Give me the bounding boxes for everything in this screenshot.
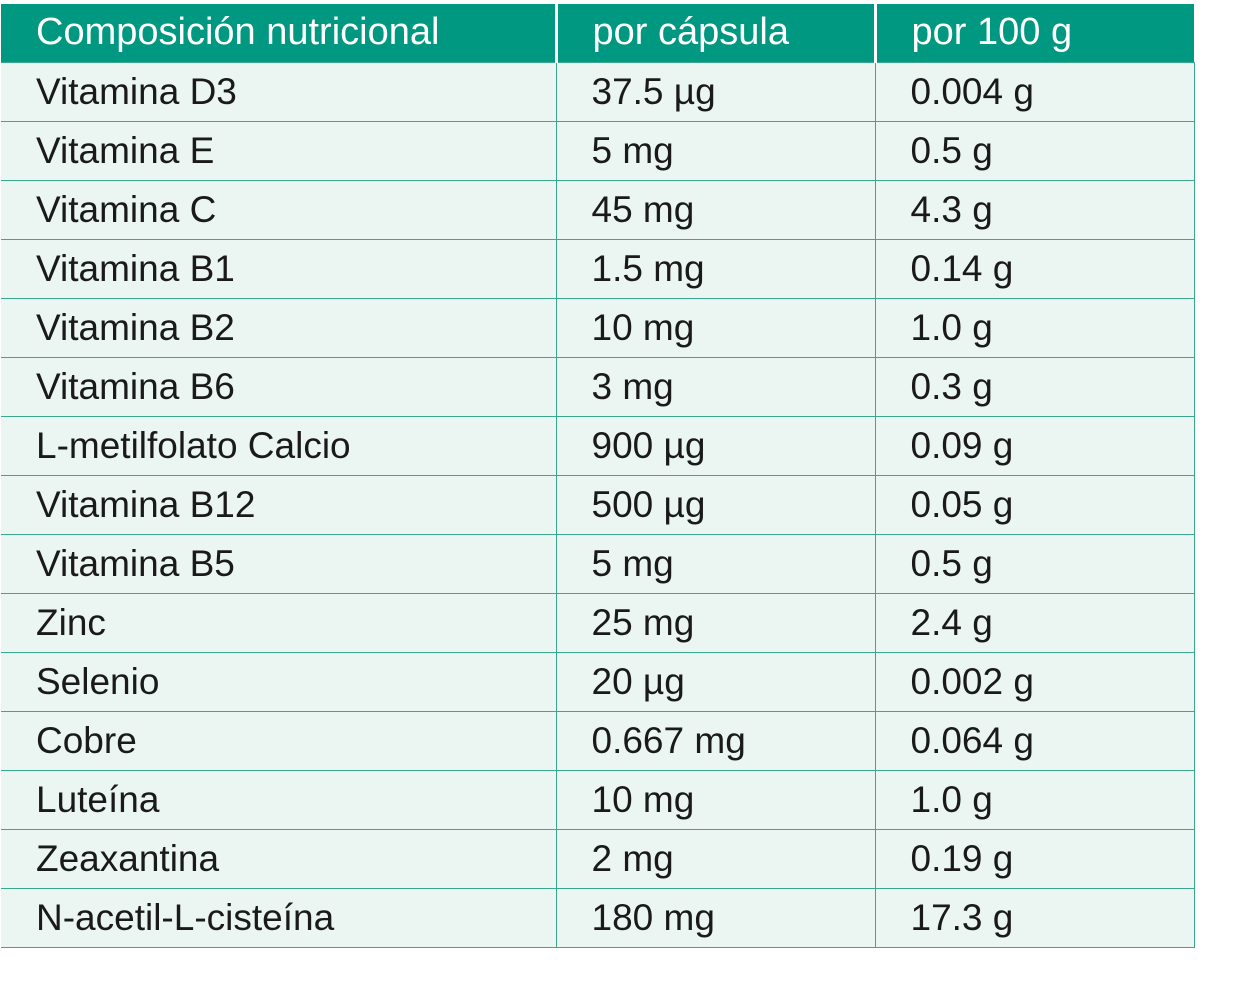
per-capsule-cell: 1.5 mg xyxy=(555,238,876,299)
header-row: Composición nutricional por cápsula por … xyxy=(1,4,1194,62)
nutrient-cell: N-acetil-L-cisteína xyxy=(1,887,557,948)
per-100g-cell: 0.19 g xyxy=(874,828,1195,889)
table-row: Vitamina B12 500 µg 0.05 g xyxy=(1,474,1195,535)
nutrient-cell: Cobre xyxy=(1,710,557,771)
per-100g-cell: 0.064 g xyxy=(874,710,1195,771)
per-capsule-cell: 37.5 µg xyxy=(555,61,876,122)
per-capsule-cell: 2 mg xyxy=(555,828,876,889)
per-100g-cell: 0.3 g xyxy=(874,356,1195,417)
per-100g-cell: 0.5 g xyxy=(874,120,1195,181)
per-100g-cell: 1.0 g xyxy=(874,297,1195,358)
nutrient-cell: Vitamina B12 xyxy=(1,474,557,535)
per-capsule-cell: 0.667 mg xyxy=(555,710,876,771)
nutrient-cell: Vitamina C xyxy=(1,179,557,240)
table-header: Composición nutricional por cápsula por … xyxy=(1,4,1194,62)
nutrient-cell: Zeaxantina xyxy=(1,828,557,889)
nutrient-cell: L-metilfolato Calcio xyxy=(1,415,557,476)
per-capsule-cell: 5 mg xyxy=(555,533,876,594)
table-row: Zeaxantina 2 mg 0.19 g xyxy=(1,828,1195,889)
nutrient-cell: Selenio xyxy=(1,651,557,712)
table-row: Zinc 25 mg 2.4 g xyxy=(1,592,1195,653)
table-row: Vitamina B2 10 mg 1.0 g xyxy=(1,297,1195,358)
header-por-capsula: por cápsula xyxy=(556,4,877,62)
per-100g-cell: 0.14 g xyxy=(874,238,1195,299)
per-capsule-cell: 45 mg xyxy=(555,179,876,240)
per-capsule-cell: 10 mg xyxy=(555,769,876,830)
per-100g-cell: 17.3 g xyxy=(874,887,1195,948)
per-capsule-cell: 20 µg xyxy=(555,651,876,712)
per-capsule-cell: 3 mg xyxy=(555,356,876,417)
per-100g-cell: 0.09 g xyxy=(874,415,1195,476)
per-100g-cell: 1.0 g xyxy=(874,769,1195,830)
per-capsule-cell: 180 mg xyxy=(555,887,876,948)
per-100g-cell: 0.002 g xyxy=(874,651,1195,712)
header-composicion: Composición nutricional xyxy=(1,4,558,62)
nutrient-cell: Vitamina B5 xyxy=(1,533,557,594)
table-row: Vitamina C 45 mg 4.3 g xyxy=(1,179,1195,240)
table-row: N-acetil-L-cisteína 180 mg 17.3 g xyxy=(1,887,1195,948)
per-capsule-cell: 5 mg xyxy=(555,120,876,181)
nutrient-cell: Vitamina B1 xyxy=(1,238,557,299)
per-capsule-cell: 900 µg xyxy=(555,415,876,476)
nutrient-cell: Luteína xyxy=(1,769,557,830)
nutrient-cell: Vitamina B6 xyxy=(1,356,557,417)
table-row: Luteína 10 mg 1.0 g xyxy=(1,769,1195,830)
table-row: Vitamina B5 5 mg 0.5 g xyxy=(1,533,1195,594)
table-row: Cobre 0.667 mg 0.064 g xyxy=(1,710,1195,771)
header-por-100g: por 100 g xyxy=(875,4,1194,62)
per-100g-cell: 4.3 g xyxy=(874,179,1195,240)
table-row: Vitamina B1 1.5 mg 0.14 g xyxy=(1,238,1195,299)
nutrient-cell: Vitamina B2 xyxy=(1,297,557,358)
nutrition-table: Composición nutricional por cápsula por … xyxy=(1,4,1195,948)
table-row: Vitamina D3 37.5 µg 0.004 g xyxy=(1,61,1195,122)
table-row: L-metilfolato Calcio 900 µg 0.09 g xyxy=(1,415,1195,476)
per-capsule-cell: 500 µg xyxy=(555,474,876,535)
nutrient-cell: Vitamina E xyxy=(1,120,557,181)
per-capsule-cell: 10 mg xyxy=(555,297,876,358)
per-100g-cell: 2.4 g xyxy=(874,592,1195,653)
per-100g-cell: 0.05 g xyxy=(874,474,1195,535)
table-row: Vitamina B6 3 mg 0.3 g xyxy=(1,356,1195,417)
per-100g-cell: 0.004 g xyxy=(874,61,1195,122)
per-capsule-cell: 25 mg xyxy=(555,592,876,653)
per-100g-cell: 0.5 g xyxy=(874,533,1195,594)
table-row: Selenio 20 µg 0.002 g xyxy=(1,651,1195,712)
nutrient-cell: Zinc xyxy=(1,592,557,653)
nutrient-cell: Vitamina D3 xyxy=(1,61,557,122)
